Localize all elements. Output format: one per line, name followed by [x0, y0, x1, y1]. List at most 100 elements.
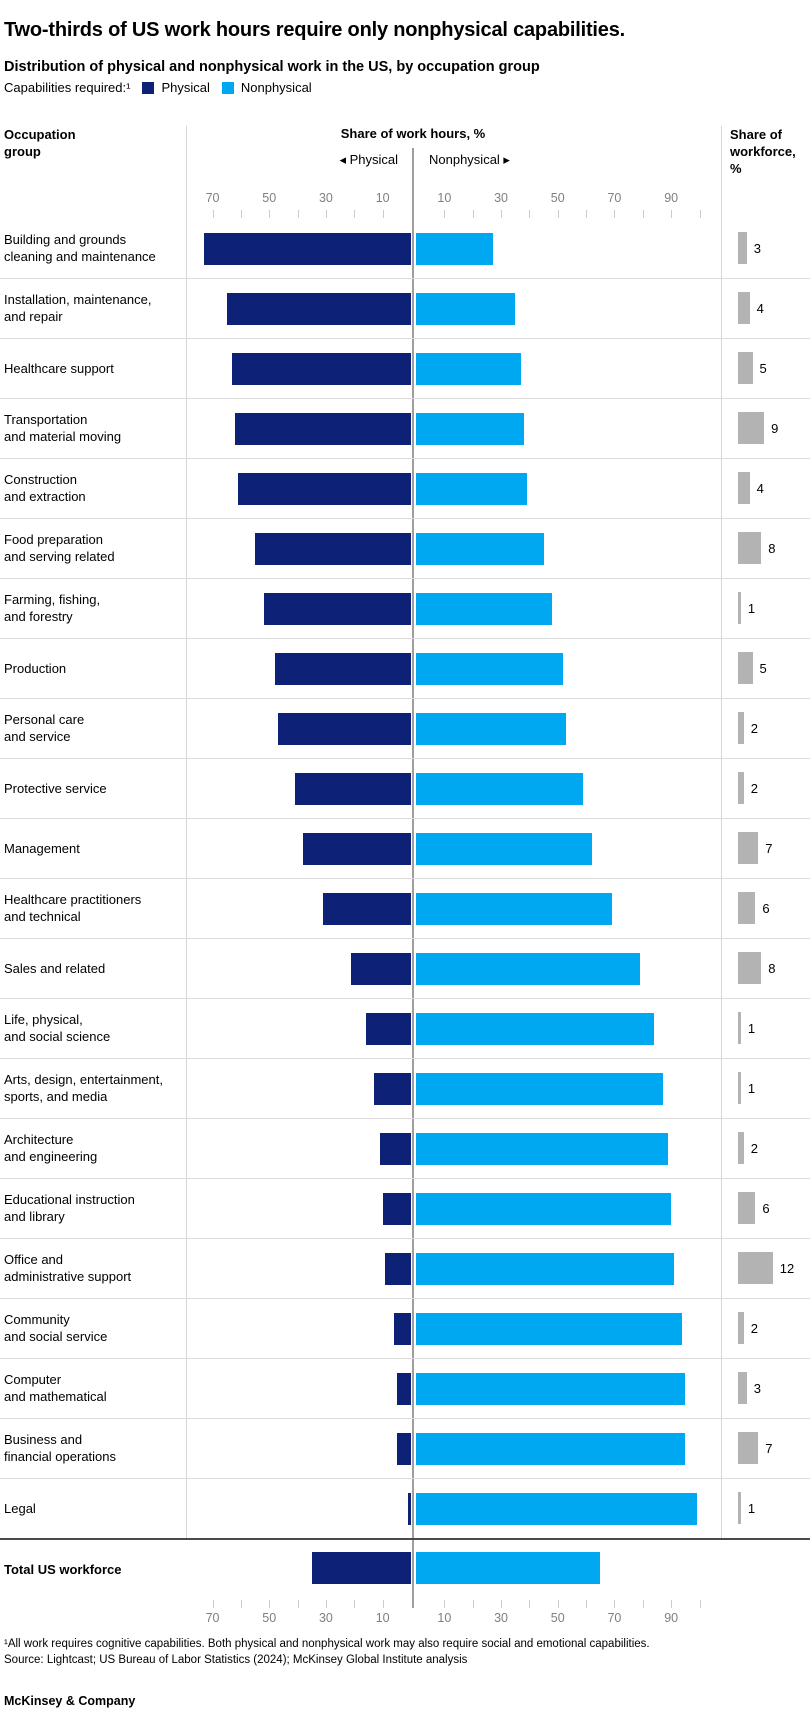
- axis-tick: [444, 210, 446, 218]
- axis-tick-label: 30: [318, 191, 333, 205]
- workforce-share-value: 9: [771, 420, 779, 436]
- workforce-share-bar: [738, 1372, 747, 1404]
- occupation-label: Management: [4, 840, 80, 856]
- axis-tick: [382, 210, 384, 218]
- occupation-label: Business and financial operations: [4, 1432, 117, 1464]
- row-divider: [0, 338, 810, 339]
- nonphysical-bar: [416, 293, 516, 325]
- row-divider: [0, 1358, 810, 1359]
- occupation-label: Healthcare support: [4, 360, 114, 376]
- mckinsey-footer: McKinsey & Company: [4, 1694, 136, 1708]
- axis-tick: [212, 1600, 214, 1608]
- physical-bar: [396, 1373, 411, 1405]
- nonphysical-bar: [416, 473, 527, 505]
- nonphysical-bar: [416, 593, 553, 625]
- axis-tick: [382, 1600, 384, 1608]
- axis-tick-label: 10: [375, 1611, 390, 1625]
- workforce-share-value: 5: [759, 360, 767, 376]
- occupation-column-header: Occupation group: [4, 127, 76, 159]
- legend-label: Capabilities required:¹: [4, 80, 131, 95]
- axis-tick: [325, 210, 327, 218]
- occupation-label: Healthcare practitioners and technical: [4, 892, 142, 924]
- nonphysical-bar: [416, 413, 524, 445]
- occupation-label: Arts, design, entertainment, sports, and …: [4, 1072, 163, 1104]
- row-divider: [0, 518, 810, 519]
- hours-column-header: Share of work hours, %: [340, 126, 486, 141]
- workforce-share-value: 5: [759, 660, 767, 676]
- legend: Capabilities required:¹ Physical Nonphys…: [4, 80, 312, 95]
- axis-tick: [642, 1600, 644, 1608]
- workforce-share-value: 6: [762, 900, 770, 916]
- nonphysical-bar: [416, 953, 640, 985]
- nonphysical-bar: [416, 653, 564, 685]
- workforce-column-divider: [721, 126, 722, 1538]
- row-divider: [0, 1298, 810, 1299]
- workforce-share-value: 7: [765, 840, 773, 856]
- row-divider: [0, 1418, 810, 1419]
- workforce-share-bar: [738, 712, 744, 744]
- nonphysical-bar: [416, 1073, 663, 1105]
- axis-tick: [444, 1600, 446, 1608]
- physical-bar: [374, 1073, 411, 1105]
- physical-bar: [396, 1433, 411, 1465]
- legend-item-physical: Physical: [161, 80, 210, 95]
- occupation-label: Building and grounds cleaning and mainten…: [4, 232, 156, 264]
- physical-bar: [255, 533, 411, 565]
- workforce-share-value: 2: [750, 1140, 759, 1156]
- total-divider: [0, 1538, 810, 1540]
- physical-bar: [385, 1253, 411, 1285]
- workforce-share-value: 12: [779, 1260, 795, 1276]
- workforce-share-value: 2: [750, 720, 759, 736]
- workforce-share-value: 3: [753, 240, 761, 256]
- workforce-share-bar: [738, 232, 747, 264]
- physical-bar: [232, 353, 411, 385]
- axis-tick: [529, 210, 531, 218]
- occupation-label: Transportation and material moving: [4, 412, 122, 444]
- axis-tick: [586, 1600, 588, 1608]
- workforce-share-bar: [738, 1492, 741, 1524]
- occupation-label: Protective service: [4, 780, 107, 796]
- occupation-label: Computer and mathematical: [4, 1372, 107, 1404]
- workforce-share-value: 4: [756, 300, 764, 316]
- workforce-share-value: 2: [750, 780, 759, 796]
- physical-bar: [323, 893, 411, 925]
- physical-bar: [263, 593, 411, 625]
- total-physical-bar: [311, 1552, 411, 1584]
- row-divider: [0, 1178, 810, 1179]
- row-divider: [0, 1238, 810, 1239]
- nonphysical-bar: [416, 1193, 672, 1225]
- nonphysical-bar: [416, 773, 584, 805]
- row-divider: [0, 578, 810, 579]
- axis-tick: [297, 210, 299, 218]
- physical-bar: [238, 473, 411, 505]
- occupation-label: Personal care and service: [4, 712, 85, 744]
- exhibit-subtitle: Distribution of physical and nonphysical…: [4, 59, 540, 76]
- occupation-label: Architecture and engineering: [4, 1132, 98, 1164]
- axis-tick-label: 50: [550, 191, 565, 205]
- physical-bar: [365, 1013, 411, 1045]
- axis-tick-label: 50: [550, 1611, 565, 1625]
- physical-bar: [277, 713, 411, 745]
- nonphysical-bar: [416, 1313, 683, 1345]
- nonphysical-bar: [416, 1433, 686, 1465]
- nonphysical-side-header: Nonphysical ▸: [429, 152, 510, 167]
- nonphysical-bar: [416, 1133, 669, 1165]
- row-divider: [0, 1478, 810, 1479]
- workforce-share-value: 4: [756, 480, 764, 496]
- row-divider: [0, 698, 810, 699]
- axis-tick: [671, 1600, 673, 1608]
- row-divider: [0, 1118, 810, 1119]
- workforce-share-value: 1: [747, 600, 756, 616]
- occupation-label: Food preparation and serving related: [4, 532, 115, 564]
- occupation-label: Community and social service: [4, 1312, 108, 1344]
- workforce-share-value: 6: [762, 1200, 770, 1216]
- nonphysical-bar: [416, 353, 521, 385]
- physical-bar: [294, 773, 411, 805]
- physical-bar: [204, 233, 411, 265]
- axis-tick-label: 10: [437, 191, 452, 205]
- axis-tick: [269, 1600, 271, 1608]
- physical-bar: [393, 1313, 411, 1345]
- zero-axis-line: [412, 148, 414, 1608]
